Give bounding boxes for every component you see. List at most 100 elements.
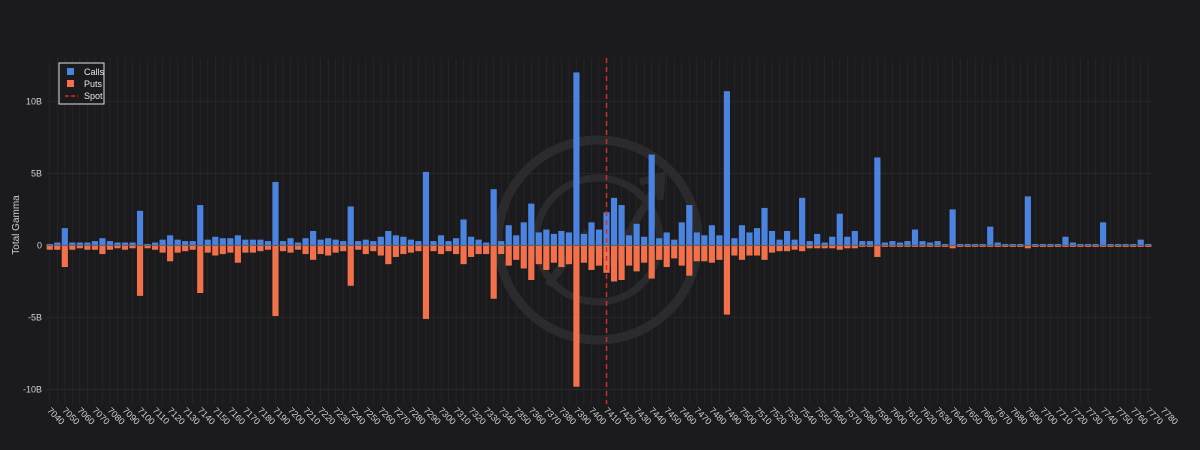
calls-bar (926, 242, 934, 246)
puts-bar (302, 245, 309, 255)
y-tick-label: -10B (23, 385, 42, 395)
puts-bar (121, 245, 129, 250)
calls-bar (332, 239, 339, 246)
calls-bar (535, 232, 542, 246)
calls-bar (753, 228, 761, 246)
y-axis-title: Total Gamma (11, 195, 22, 255)
puts-bar (347, 245, 354, 286)
calls-bar (949, 209, 956, 246)
puts-bar (377, 245, 384, 256)
calls-bar (1107, 243, 1114, 246)
calls-bar (881, 242, 888, 246)
calls-bar (430, 241, 437, 246)
calls-bar (866, 241, 873, 246)
puts-bar (663, 245, 670, 268)
puts-bar (964, 245, 971, 247)
puts-bar (1062, 245, 1069, 247)
puts-bar (829, 245, 836, 249)
calls-bar (505, 225, 512, 246)
calls-bar (641, 236, 648, 246)
puts-bar (731, 245, 738, 256)
puts-bar (686, 245, 693, 276)
puts-bar (204, 245, 211, 253)
calls-bar (874, 157, 881, 246)
calls-bar (776, 239, 783, 246)
puts-bar (558, 245, 565, 268)
calls-bar (543, 229, 550, 246)
calls-bar (851, 231, 858, 246)
puts-bar (942, 245, 949, 247)
puts-bar (189, 245, 196, 250)
puts-bar (61, 245, 68, 268)
calls-bar (671, 239, 678, 246)
puts-bar (1115, 245, 1122, 247)
calls-bar (844, 236, 851, 246)
calls-bar (69, 242, 76, 246)
grid (46, 58, 1152, 404)
puts-bar (325, 245, 332, 256)
puts-bar (588, 245, 595, 270)
puts-bar (776, 245, 783, 252)
puts-bar (69, 245, 76, 250)
calls-bar (806, 241, 813, 246)
puts-bar (1137, 245, 1144, 247)
calls-bar (656, 238, 663, 246)
puts-bar (701, 245, 708, 262)
puts-bar (513, 245, 520, 260)
puts-bar (219, 245, 226, 255)
puts-bar (859, 245, 866, 247)
calls-bar (1092, 243, 1099, 246)
calls-bar (896, 242, 904, 246)
calls-bar (325, 238, 332, 246)
calls-bar (829, 236, 836, 246)
calls-bar (422, 171, 430, 246)
calls-bar (1009, 243, 1016, 246)
puts-bar (565, 245, 572, 265)
puts-bar (340, 245, 347, 252)
puts-bar (821, 245, 828, 249)
puts-bar (272, 245, 279, 317)
y-tick-label: -5B (28, 313, 42, 323)
legend[interactable]: Calls Puts Spot (58, 62, 105, 105)
puts-bar (979, 245, 986, 247)
y-tick-label: 5B (31, 168, 42, 178)
puts-bar (994, 245, 1001, 247)
puts-bar (1107, 245, 1114, 247)
puts-bar (91, 245, 98, 250)
puts-bar (483, 245, 490, 255)
calls-bar (821, 242, 828, 246)
calls-bar (580, 233, 588, 246)
calls-bar (723, 91, 730, 246)
calls-bar (964, 243, 971, 246)
puts-bar (573, 245, 580, 387)
puts-bar (445, 245, 452, 252)
puts-bar (159, 245, 166, 253)
calls-bar (633, 223, 640, 246)
calls-bar (693, 232, 700, 246)
calls-bar (768, 231, 776, 246)
puts-bar (505, 245, 512, 266)
calls-bar (460, 219, 467, 246)
calls-bar (475, 239, 482, 246)
puts-bar (490, 245, 497, 299)
calls-bar (99, 238, 106, 246)
legend-spot-label: Spot (84, 91, 103, 101)
puts-bar (1024, 245, 1031, 249)
puts-bar (784, 245, 791, 252)
calls-bar (144, 243, 151, 246)
puts-bar (144, 245, 151, 249)
puts-bar (889, 245, 896, 247)
puts-bar (550, 245, 557, 263)
puts-bar (836, 245, 843, 250)
calls-bar (355, 241, 362, 246)
calls-bar (1077, 243, 1084, 246)
puts-bar (212, 245, 219, 256)
calls-bar (528, 203, 535, 246)
calls-bar (76, 242, 83, 246)
puts-bar (866, 245, 873, 247)
calls-bar (859, 241, 866, 246)
puts-bar (949, 245, 956, 249)
puts-bar (460, 245, 467, 265)
puts-bar (264, 245, 272, 250)
